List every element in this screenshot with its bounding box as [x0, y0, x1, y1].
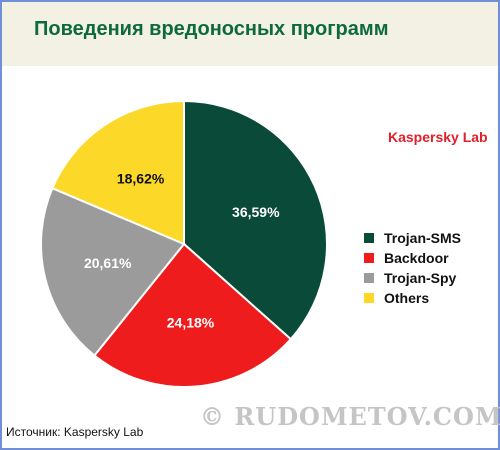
pie-slice-trojan-spy	[40, 186, 186, 357]
pie-slice-trojan-sms	[183, 99, 328, 341]
legend-swatch	[364, 273, 374, 283]
data-label-trojan-sms: 36,59%	[232, 204, 280, 220]
legend-item-others: Others	[364, 288, 461, 308]
watermark: © RUDOMETOV.COM	[200, 402, 500, 431]
legend-label: Trojan-SMS	[384, 230, 462, 246]
legend: Trojan-SMS Backdoor Trojan-Spy Others	[364, 228, 461, 308]
legend-label: Backdoor	[384, 250, 449, 266]
data-label-backdoor: 24,18%	[167, 314, 215, 330]
legend-item-trojan-sms: Trojan-SMS	[364, 228, 461, 248]
data-label-trojan-spy: 20,61%	[84, 255, 132, 271]
chart-title: Поведения вредоносных программ	[34, 18, 389, 40]
legend-label: Others	[384, 290, 430, 306]
legend-label: Trojan-Spy	[384, 270, 457, 286]
source-note: Источник: Kaspersky Lab	[6, 425, 144, 439]
pie-chart: 36,59% 24,18% 20,61% 18,62%	[40, 99, 328, 388]
pie-slice-backdoor	[93, 242, 293, 388]
legend-item-trojan-spy: Trojan-Spy	[364, 268, 461, 288]
data-label-others: 18,62%	[117, 170, 165, 186]
legend-swatch	[364, 293, 374, 303]
brand-label: Kaspersky Lab	[388, 129, 488, 145]
legend-swatch	[364, 233, 374, 243]
legend-item-backdoor: Backdoor	[364, 248, 461, 268]
legend-swatch	[364, 253, 374, 263]
pie-slice-others	[51, 99, 185, 246]
header-band: Поведения вредоносных программ	[2, 2, 498, 66]
